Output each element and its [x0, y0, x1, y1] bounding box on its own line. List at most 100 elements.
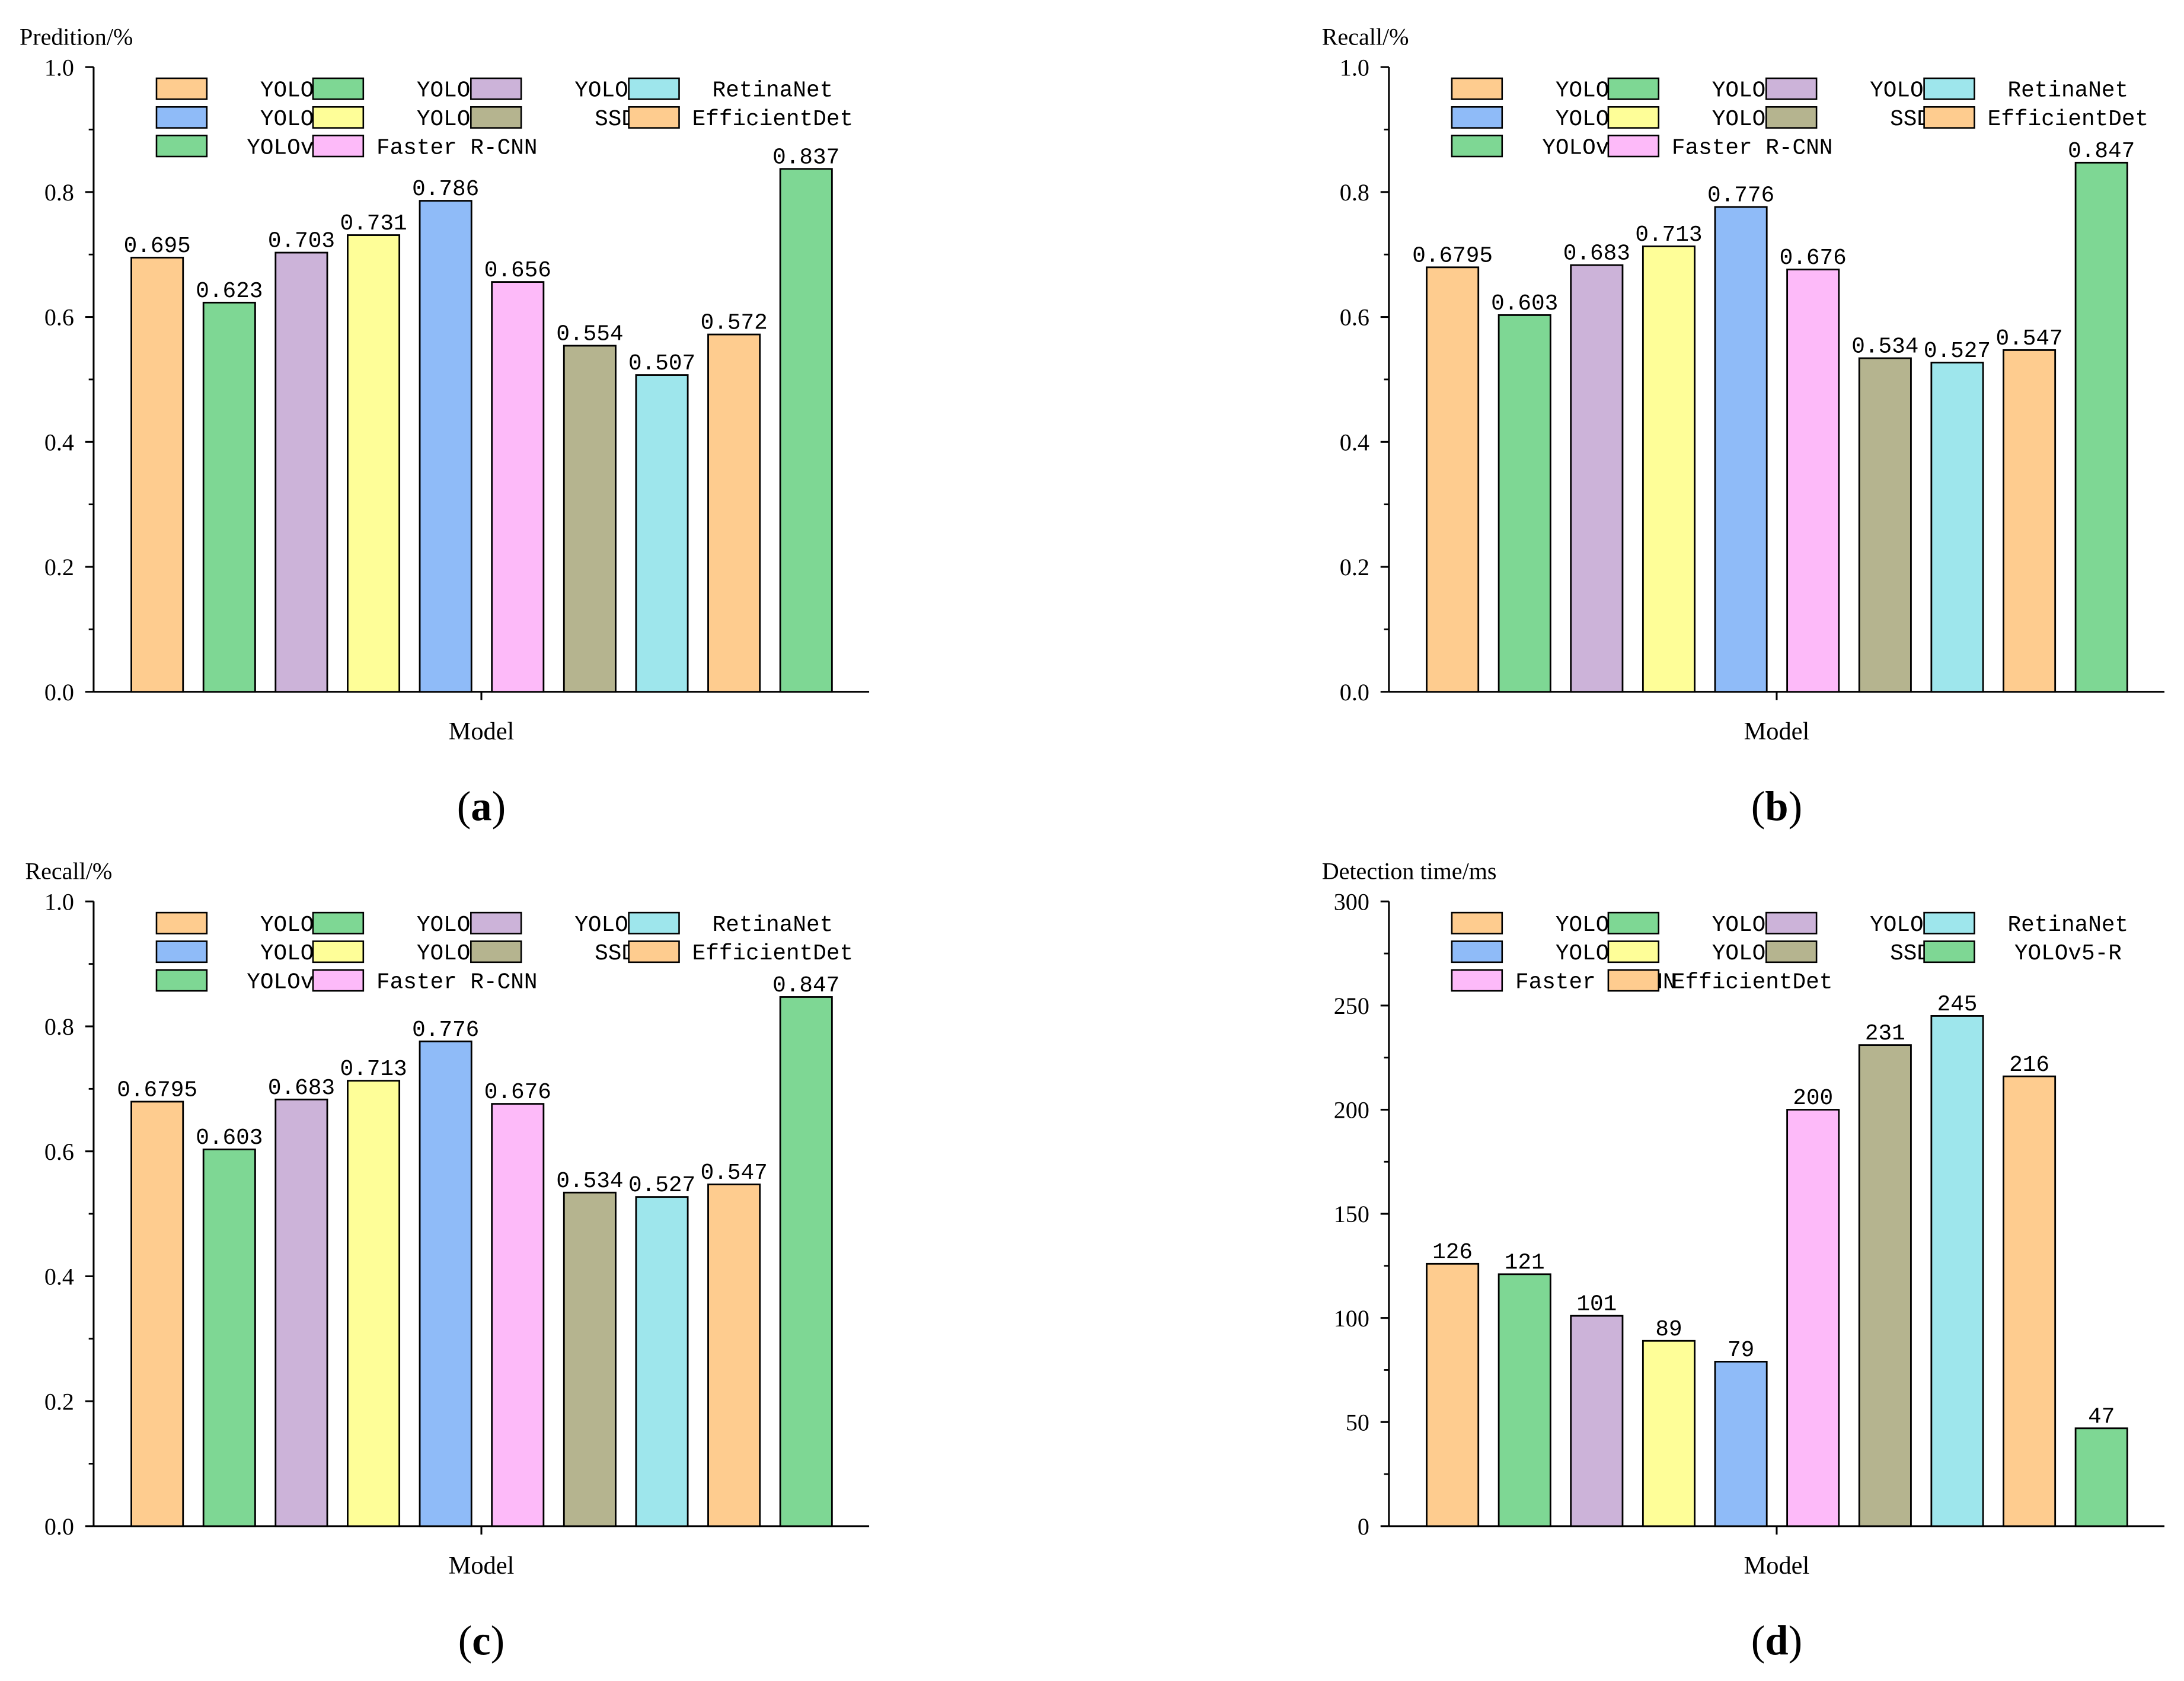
bar-ssd [563, 1191, 617, 1527]
legend-swatch-yolov5-r [155, 135, 208, 158]
bar-yolov7 [1642, 1339, 1696, 1527]
value-label-yolov5: 0.683 [268, 1076, 335, 1101]
panel-b: Recall/% 0.0 0.2 0.4 0.6 0.8 1.0 Model (b) 0.6795… [1322, 23, 2165, 830]
y-tick-label: 0.0 [1340, 679, 1369, 706]
value-label-faster-r-cnn: 0.676 [1780, 246, 1847, 271]
value-label-yolov3: 0.6795 [1412, 244, 1493, 269]
value-label-faster-r-cnn: 200 [1793, 1086, 1833, 1111]
legend-swatch-retinanet [628, 911, 680, 934]
legend-swatch-efficientdet [1923, 106, 1975, 129]
bar-ssd [1858, 1044, 1912, 1527]
y-tick-label: 0.0 [44, 679, 74, 706]
value-label-faster-r-cnn: 0.656 [484, 259, 551, 283]
bar-ssd [1858, 357, 1912, 693]
value-label-yolov7: 89 [1655, 1318, 1682, 1342]
y-tick-label: 0.0 [44, 1513, 74, 1540]
legend-swatch-yolov8 [1451, 940, 1503, 964]
bar-ssd [563, 345, 617, 693]
bar-yolov7 [347, 234, 401, 693]
bar-efficientdet [707, 333, 761, 693]
x-axis-title: Model [449, 1552, 515, 1580]
bar-yolov3 [130, 1101, 184, 1527]
legend-label-faster-r-cnn: Faster R-CNN [376, 970, 538, 995]
value-label-yolov7: 0.713 [340, 1057, 407, 1082]
value-label-efficientdet: 0.547 [701, 1161, 768, 1186]
y-tick-label: 100 [1334, 1305, 1369, 1332]
legend-swatch-yolov8 [155, 940, 208, 964]
y-axis-title: Recall/% [25, 858, 112, 885]
value-label-yolov8: 0.776 [1707, 184, 1774, 209]
legend-swatch-yolov4 [312, 77, 365, 100]
bar-yolov4 [1497, 314, 1551, 693]
x-axis-title: Model [449, 717, 515, 745]
legend-swatch-yolov5 [1765, 77, 1818, 100]
y-tick-label: 0.6 [44, 1138, 74, 1165]
legend-label-retinanet: RetinaNet [2008, 913, 2129, 938]
y-tick-label: 0.2 [44, 1388, 74, 1415]
value-label-ssd: 0.534 [1851, 335, 1918, 360]
value-label-faster-r-cnn: 0.676 [484, 1080, 551, 1105]
legend-swatch-retinanet [1923, 911, 1975, 934]
panel-label: (c) [458, 1618, 505, 1664]
legend-swatch-retinanet [628, 77, 680, 100]
value-label-yolov3: 0.6795 [117, 1079, 197, 1103]
legend-label-efficientdet: EfficientDet [1672, 970, 1833, 995]
y-tick-label: 0.8 [44, 179, 74, 206]
value-label-retinanet: 0.507 [628, 352, 695, 377]
legend-label-faster-r-cnn: Faster R-CNN [1672, 136, 1833, 161]
bar-yolov8 [419, 1040, 472, 1527]
value-label-yolov8: 0.786 [412, 177, 479, 202]
legend-swatch-yolov8 [155, 106, 208, 129]
legend-label-efficientdet: EfficientDet [1988, 107, 2149, 132]
legend-label-efficientdet: EfficientDet [692, 942, 854, 967]
legend-swatch-yolov5 [470, 77, 522, 100]
legend-label-retinanet: RetinaNet [713, 913, 834, 938]
bar-yolov3 [130, 257, 184, 693]
legend-swatch-retinanet [1923, 77, 1975, 100]
bar-yolov3 [1426, 266, 1480, 693]
legend-swatch-faster-r-cnn [312, 969, 365, 992]
bar-faster-r-cnn [491, 1103, 545, 1527]
bar-yolov7 [1642, 245, 1696, 693]
value-label-yolov7: 0.731 [340, 212, 407, 237]
value-label-yolov5-r: 0.847 [772, 974, 839, 999]
value-label-yolov5: 0.683 [1563, 242, 1630, 267]
y-tick-label: 1.0 [1340, 54, 1369, 81]
panel-c: Recall/% 0.0 0.2 0.4 0.6 0.8 1.0 Model (c) 0.6795… [25, 858, 870, 1664]
legend-swatch-yolov7 [1607, 106, 1660, 129]
legend-swatch-faster-r-cnn [312, 135, 365, 158]
x-axis-title: Model [1744, 717, 1810, 745]
bar-retinanet [1930, 1015, 1984, 1527]
y-tick-label: 250 [1334, 993, 1369, 1019]
x-axis-title: Model [1744, 1552, 1810, 1580]
bar-yolov5 [1570, 264, 1624, 693]
bar-yolov8 [419, 200, 472, 693]
value-label-yolov3: 0.695 [124, 234, 191, 259]
legend-swatch-yolov3 [1451, 911, 1503, 934]
bar-yolov5 [274, 251, 328, 693]
y-tick-label: 0.6 [44, 304, 74, 331]
bar-yolov4 [202, 301, 256, 693]
panel-a: Predition/% 0.0 0.2 0.4 0.6 0.8 1.0 Model (a) 0.6… [20, 23, 870, 830]
bar-faster-r-cnn [1786, 269, 1840, 693]
value-label-yolov5-r: 0.847 [2068, 139, 2135, 164]
legend-label-retinanet: RetinaNet [713, 79, 834, 104]
panel-d: Detection time/ms 0 50 100 150 200 250 300 Model… [1322, 858, 2165, 1664]
legend-swatch-yolov8 [1451, 106, 1503, 129]
bar-efficientdet [2003, 349, 2057, 693]
bar-faster-r-cnn [1786, 1109, 1840, 1527]
legend-label-retinanet: RetinaNet [2008, 79, 2129, 104]
value-label-retinanet: 245 [1937, 993, 1978, 1017]
value-label-yolov8: 0.776 [412, 1018, 479, 1043]
bar-yolov3 [1426, 1262, 1480, 1527]
value-label-efficientdet: 0.547 [1996, 327, 2063, 352]
bar-retinanet [635, 1196, 689, 1527]
legend-swatch-faster-r-cnn [1451, 969, 1503, 992]
value-label-yolov4: 0.603 [1491, 292, 1558, 317]
legend-swatch-ssd [1765, 106, 1818, 129]
y-tick-label: 0.2 [1340, 554, 1369, 580]
legend-swatch-yolov3 [1451, 77, 1503, 100]
bar-efficientdet [707, 1184, 761, 1527]
